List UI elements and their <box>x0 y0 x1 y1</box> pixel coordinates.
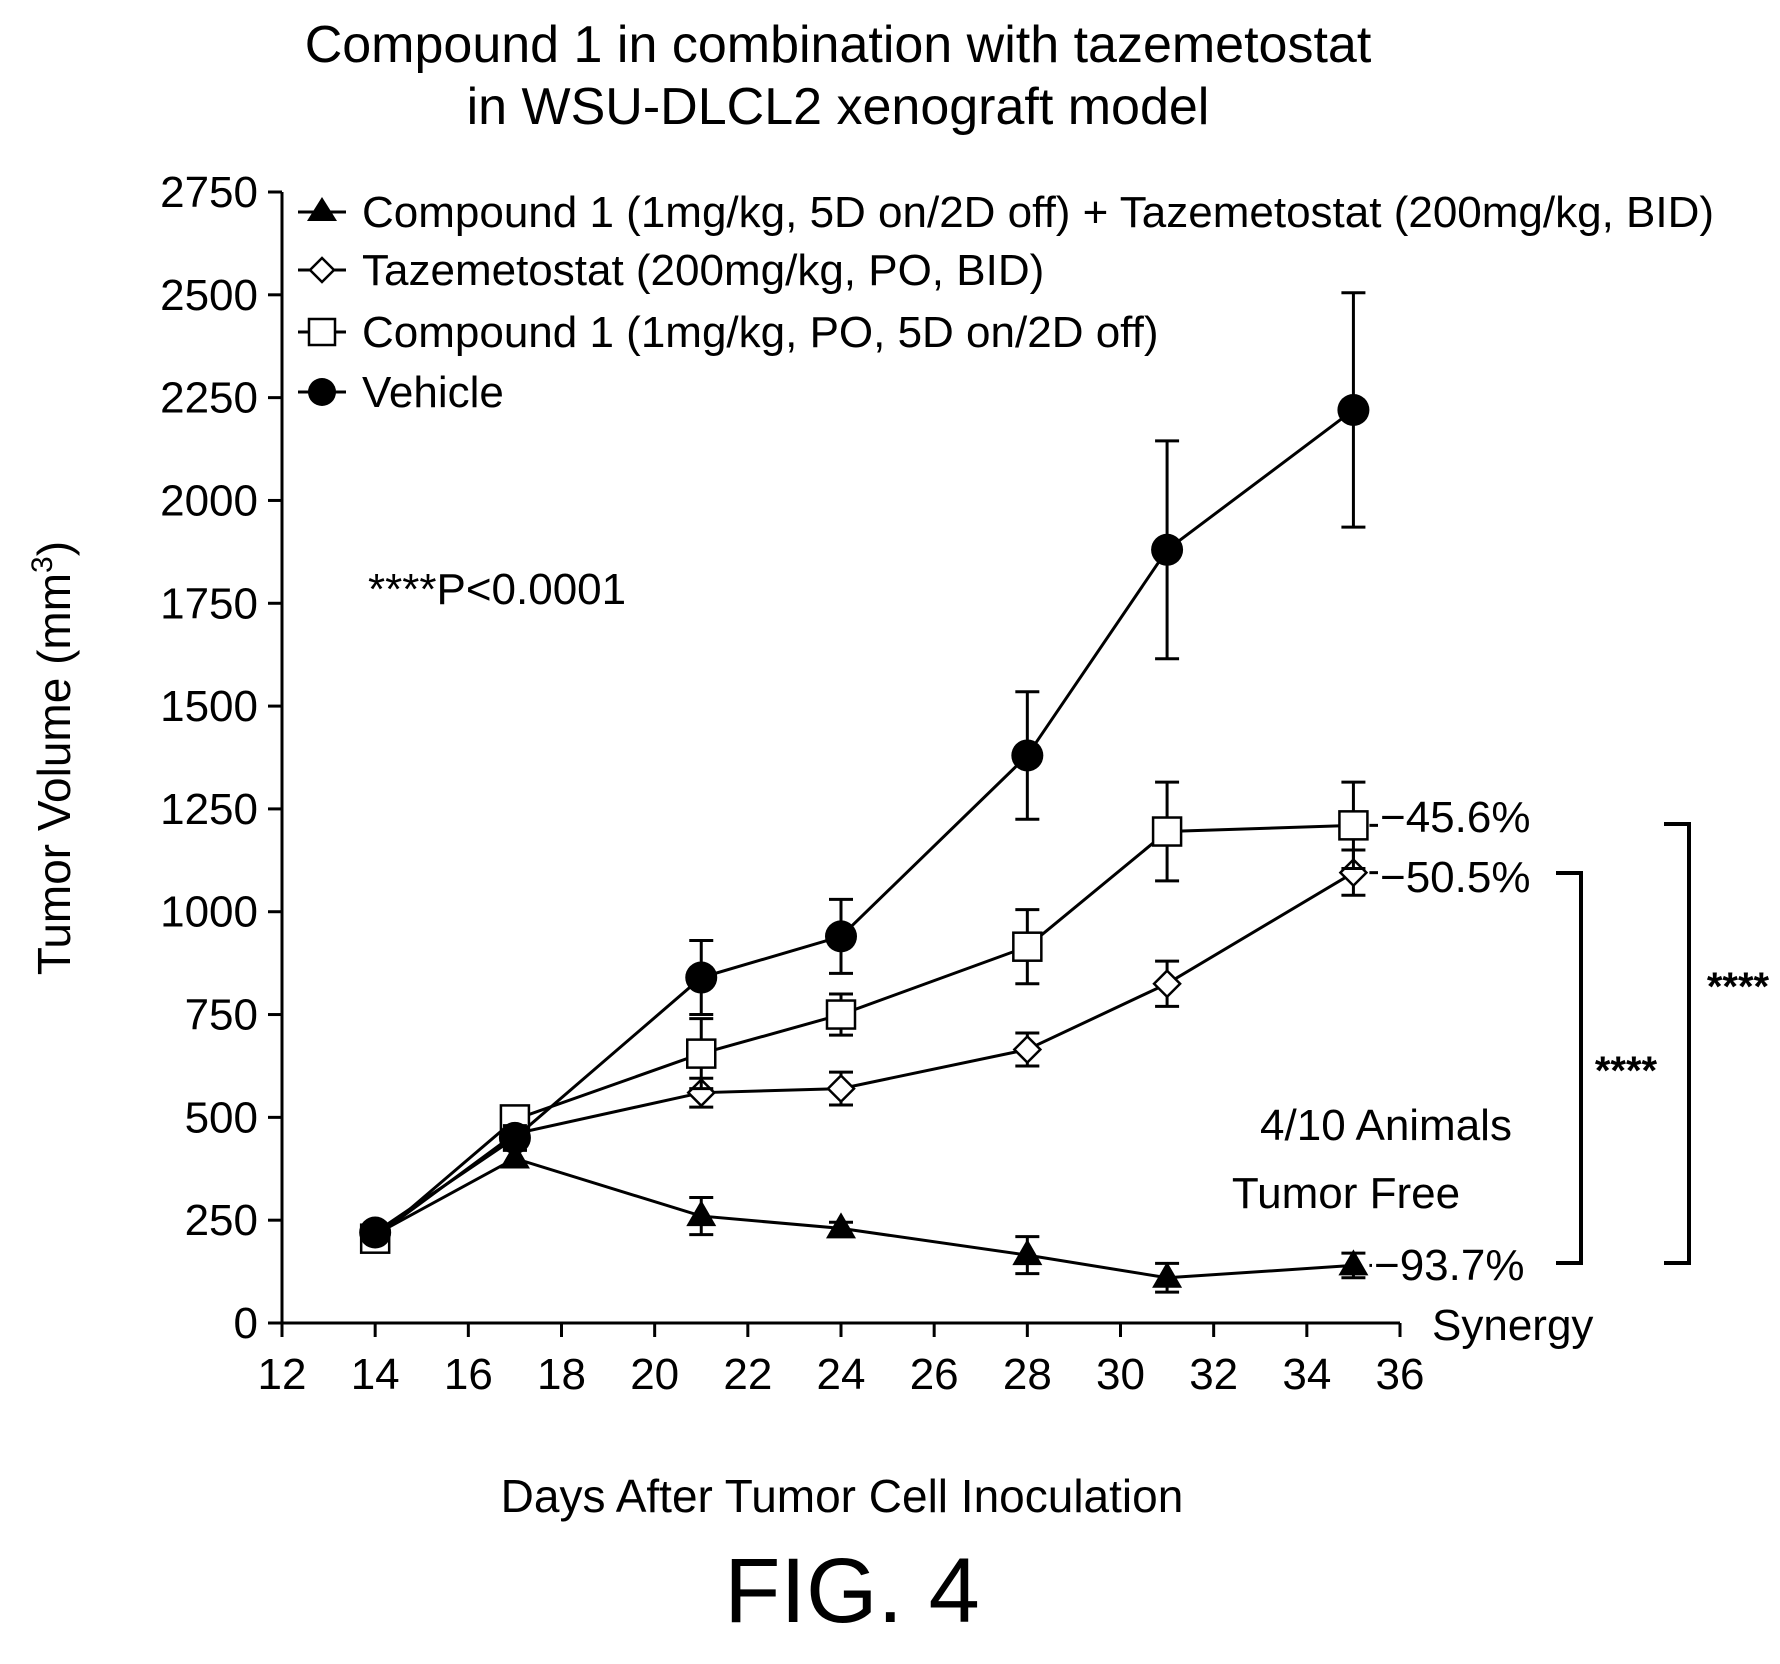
x-tick-label: 18 <box>537 1350 586 1399</box>
series-line <box>374 1156 1354 1280</box>
x-tick-label: 36 <box>1376 1350 1425 1399</box>
series-line <box>374 871 1355 1238</box>
y-axis-label-close: ) <box>28 541 80 556</box>
series-3 <box>359 291 1370 1249</box>
y-tick-label: 2500 <box>160 271 258 320</box>
x-tick-label: 30 <box>1096 1350 1145 1399</box>
data-point-triangle <box>686 1200 717 1227</box>
data-point-circle <box>825 920 857 953</box>
y-tick-label: 0 <box>234 1299 258 1348</box>
x-tick-label: 22 <box>723 1350 772 1399</box>
data-point-circle <box>1151 533 1184 566</box>
data-point-circle <box>1337 393 1370 426</box>
x-tick-label: 16 <box>444 1350 493 1399</box>
legend-label: Compound 1 (1mg/kg, PO, 5D on/2D off) <box>362 308 1158 357</box>
data-point-square <box>686 1038 717 1069</box>
legend-item-vehicle: Vehicle <box>298 368 504 417</box>
x-tick-label: 26 <box>910 1350 959 1399</box>
data-point-square <box>825 999 857 1030</box>
data-point-triangle <box>826 1212 856 1239</box>
pvalue-annotation: ****P<0.0001 <box>368 565 626 614</box>
end-label-compound1: −45.6% <box>1380 793 1530 842</box>
x-tick-label: 12 <box>258 1350 307 1399</box>
y-axis-label-sup: 3 <box>26 556 59 573</box>
y-tick-label: 1500 <box>160 682 258 731</box>
bracket-outer: **** <box>1664 822 1770 1265</box>
x-axis-label: Days After Tumor Cell Inoculation <box>501 1470 1184 1522</box>
data-point-square <box>1012 931 1043 962</box>
y-axis-label-main: Tumor Volume (mm <box>28 573 80 975</box>
square-open-icon <box>307 317 337 347</box>
legend-item-compound1: Compound 1 (1mg/kg, PO, 5D on/2D off) <box>298 308 1158 357</box>
data-point-diamond <box>1152 968 1182 999</box>
legend: Compound 1 (1mg/kg, 5D on/2D off) + Taze… <box>298 188 1714 417</box>
y-tick-label: 2250 <box>160 374 258 423</box>
legend-label: Tazemetostat (200mg/kg, PO, BID) <box>362 246 1044 295</box>
y-tick-label: 500 <box>185 1093 258 1142</box>
data-point-triangle <box>499 1142 530 1169</box>
data-point-square <box>1338 810 1369 841</box>
legend-label: Compound 1 (1mg/kg, 5D on/2D off) + Taze… <box>362 188 1714 237</box>
data-point-diamond <box>1012 1034 1043 1065</box>
bracket-outer-stars: **** <box>1707 965 1770 1009</box>
data-point-diamond <box>826 1073 856 1104</box>
end-label-tazemetostat: −50.5% <box>1380 853 1530 902</box>
series-2 <box>359 780 1369 1254</box>
figure-label: FIG. 4 <box>724 1540 980 1642</box>
ticks: 12 14 16 18 20 22 24 26 28 30 32 34 36 0 250 500 750 1000… <box>160 168 1424 1399</box>
synergy-label: Synergy <box>1432 1301 1593 1350</box>
x-tick-label: 32 <box>1189 1350 1238 1399</box>
bracket-inner-path <box>1556 871 1583 1265</box>
y-tick-label: 2000 <box>160 476 258 525</box>
data-point-circle <box>498 1121 531 1154</box>
series-1 <box>360 848 1369 1252</box>
series-line <box>374 823 1354 1240</box>
tumor-free-line2: Tumor Free <box>1232 1169 1460 1218</box>
data-point-triangle <box>1012 1239 1043 1266</box>
data-point-circle <box>359 1216 392 1249</box>
bracket-inner-stars: **** <box>1595 1049 1658 1093</box>
data-point-circle <box>685 961 718 994</box>
tumor-free-line1: 4/10 Animals <box>1260 1101 1512 1150</box>
end-label-combination: −93.7% <box>1374 1241 1524 1290</box>
y-tick-label: 1000 <box>160 888 258 937</box>
legend-item-tazemetostat: Tazemetostat (200mg/kg, PO, BID) <box>298 246 1044 295</box>
chart-subtitle: in WSU-DLCL2 xenograft model <box>467 78 1210 136</box>
y-tick-label: 1250 <box>160 785 258 834</box>
x-tick-label: 28 <box>1003 1350 1052 1399</box>
diamond-open-icon <box>308 256 336 284</box>
data-point-circle <box>1011 739 1044 772</box>
x-tick-label: 34 <box>1282 1350 1331 1399</box>
x-tick-label: 20 <box>630 1350 679 1399</box>
legend-item-combination: Compound 1 (1mg/kg, 5D on/2D off) + Taze… <box>298 188 1714 237</box>
y-tick-label: 2750 <box>160 168 258 217</box>
circle-filled-icon <box>308 378 336 406</box>
x-tick-label: 14 <box>351 1350 400 1399</box>
data-point-square <box>1151 816 1183 847</box>
legend-label: Vehicle <box>362 368 504 417</box>
y-tick-label: 250 <box>185 1196 258 1245</box>
y-tick-label: 750 <box>185 991 258 1040</box>
bracket-inner: **** <box>1556 871 1658 1265</box>
y-tick-label: 1750 <box>160 579 258 628</box>
y-axis-label: Tumor Volume (mm3) <box>26 541 80 975</box>
triangle-filled-icon <box>307 197 337 221</box>
x-tick-label: 24 <box>817 1350 866 1399</box>
bracket-outer-path <box>1664 822 1691 1265</box>
series-layer <box>359 291 1378 1294</box>
chart-title: Compound 1 in combination with tazemetos… <box>305 16 1372 74</box>
series-0 <box>360 1142 1369 1294</box>
data-point-triangle <box>1152 1261 1183 1288</box>
data-point-triangle <box>1338 1249 1369 1276</box>
